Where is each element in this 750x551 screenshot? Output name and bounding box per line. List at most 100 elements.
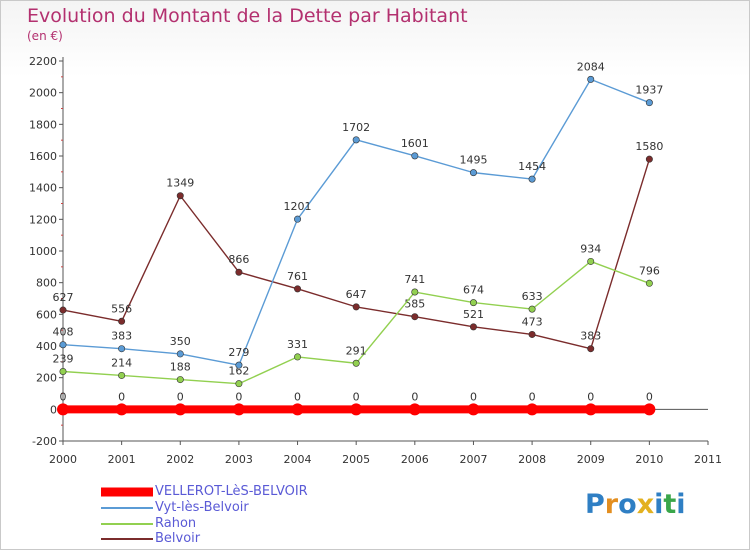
- data-point: [645, 155, 653, 163]
- data-label: 188: [170, 361, 191, 374]
- data-point: [645, 279, 653, 287]
- data-point: [643, 403, 656, 416]
- y-tick-label: 1600: [29, 150, 57, 163]
- data-label: 0: [646, 390, 653, 403]
- data-label: 761: [287, 270, 308, 283]
- data-point: [235, 361, 243, 369]
- data-label: 239: [53, 352, 74, 365]
- logo-letter: P: [585, 489, 605, 520]
- y-tick-label: 600: [36, 308, 57, 321]
- data-label: 0: [60, 390, 67, 403]
- logo-letter: t: [663, 489, 677, 520]
- data-point: [115, 403, 128, 416]
- data-point: [59, 306, 67, 314]
- series-0: 0 0 0 0 0 0 0 0 0 0 0: [57, 390, 656, 416]
- data-label: 0: [411, 390, 418, 403]
- y-tick-label: 1200: [29, 213, 57, 226]
- data-point: [294, 353, 302, 361]
- x-tick-label: 2001: [108, 453, 136, 466]
- data-label: 0: [353, 390, 360, 403]
- logo-letter: o: [618, 489, 637, 520]
- data-label: 331: [287, 338, 308, 351]
- x-tick-label: 2007: [459, 453, 487, 466]
- data-label: 1201: [284, 200, 312, 213]
- x-tick-label: 2010: [635, 453, 663, 466]
- data-point: [469, 323, 477, 331]
- data-point: [174, 403, 187, 416]
- x-tick-label: 2006: [401, 453, 429, 466]
- series-1: 408 383 350 279 1201 1702 1601 1495 1454 2084 1937: [53, 60, 663, 369]
- data-point: [526, 403, 539, 416]
- series-2: 239 214 188 162 331 291 741 674 633 934 796: [53, 242, 660, 388]
- data-label: 214: [111, 356, 132, 369]
- series-3: 627 556 1349 866 761 647 585 521 473 383 1580: [53, 140, 663, 353]
- data-point: [118, 371, 126, 379]
- data-point: [59, 341, 67, 349]
- data-label: 1702: [342, 121, 370, 134]
- data-point: [118, 345, 126, 353]
- data-label: 741: [404, 273, 425, 286]
- y-tick-label: 2000: [29, 87, 57, 100]
- data-point: [291, 403, 304, 416]
- y-tick-label: 200: [36, 372, 57, 385]
- data-point: [352, 136, 360, 144]
- logo-letter: x: [636, 489, 655, 520]
- data-point: [232, 403, 245, 416]
- data-label: 556: [111, 302, 132, 315]
- series-group: 627 556 1349 866 761 647 585 521 473 383 1580 239 21…: [53, 60, 663, 416]
- data-label: 383: [580, 330, 601, 343]
- data-label: 866: [228, 253, 249, 266]
- data-label: 350: [170, 335, 191, 348]
- data-label: 383: [111, 330, 132, 343]
- data-point: [587, 75, 595, 83]
- data-label: 1495: [459, 154, 487, 167]
- data-label: 0: [587, 390, 594, 403]
- x-tick-label: 2009: [577, 453, 605, 466]
- legend-label-vellerot: VELLEROT-LèS-BELVOIR: [155, 484, 308, 499]
- data-label: 674: [463, 284, 484, 297]
- data-point: [645, 99, 653, 107]
- data-label: 796: [639, 264, 660, 277]
- legend-label-belvoir: Belvoir: [155, 531, 201, 546]
- data-point: [587, 345, 595, 353]
- data-point: [350, 403, 363, 416]
- data-label: 521: [463, 308, 484, 321]
- data-label: 0: [529, 390, 536, 403]
- data-point: [528, 330, 536, 338]
- data-point: [528, 175, 536, 183]
- data-point: [352, 359, 360, 367]
- proxiti-logo: Proxiti: [585, 489, 686, 520]
- data-point: [235, 268, 243, 276]
- data-point: [294, 285, 302, 293]
- legend-label-rahon: Rahon: [155, 516, 197, 531]
- data-label: 1601: [401, 137, 429, 150]
- data-label: 585: [404, 298, 425, 311]
- chart-unit-label: (en €): [27, 29, 63, 43]
- data-label: 0: [235, 390, 242, 403]
- data-label: 2084: [577, 60, 605, 73]
- legend: [101, 487, 153, 540]
- data-point: [528, 305, 536, 313]
- y-tick-label: 400: [36, 340, 57, 353]
- data-label: 0: [118, 390, 125, 403]
- data-label: 647: [346, 288, 367, 301]
- legend-label-vyt: Vyt-lès-Belvoir: [155, 500, 249, 515]
- data-point: [467, 403, 480, 416]
- data-point: [469, 169, 477, 177]
- data-label: 408: [53, 326, 74, 339]
- data-label: 1937: [635, 84, 663, 97]
- data-point: [411, 288, 419, 296]
- data-label: 627: [53, 291, 74, 304]
- x-tick-label: 2005: [342, 453, 370, 466]
- data-point: [118, 317, 126, 325]
- data-label: 162: [228, 365, 249, 378]
- x-tick-label: 2011: [694, 453, 722, 466]
- y-tick-label: 1400: [29, 182, 57, 195]
- data-point: [176, 350, 184, 358]
- data-point: [584, 403, 597, 416]
- chart-title: Evolution du Montant de la Dette par Hab…: [27, 5, 468, 27]
- y-tick-label: 1800: [29, 118, 57, 131]
- y-tick-label: 800: [36, 277, 57, 290]
- logo-letter: i: [654, 489, 664, 520]
